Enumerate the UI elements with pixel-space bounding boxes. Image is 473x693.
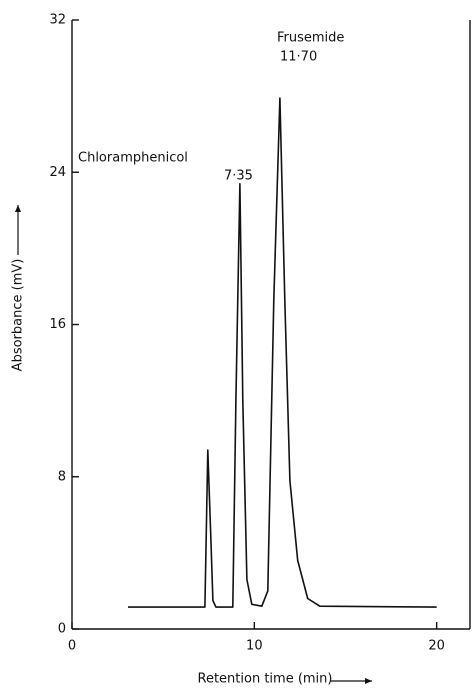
y-tick-label: 32 [49, 13, 66, 28]
y-tick-label: 0 [58, 622, 66, 637]
x-tick-label: 20 [428, 639, 445, 654]
y-tick-label: 8 [58, 469, 66, 484]
x-tick-label: 10 [246, 639, 263, 654]
peak-annotation: Chloramphenicol [78, 151, 188, 166]
chromatogram-line [128, 97, 437, 608]
x-arrow-head [365, 678, 372, 684]
peak-annotation: Frusemide [277, 31, 344, 46]
y-tick-label: 16 [49, 317, 66, 332]
y-tick-label: 24 [49, 165, 66, 180]
x-axis-label: Retention time (min) [198, 672, 333, 687]
y-axis-label: Absorbance (mV) [11, 259, 26, 372]
peak-annotation: 7·35 [224, 169, 253, 184]
peak-annotation: 11·70 [280, 50, 317, 65]
y-arrow-head [15, 205, 21, 212]
x-tick-label: 0 [68, 639, 76, 654]
